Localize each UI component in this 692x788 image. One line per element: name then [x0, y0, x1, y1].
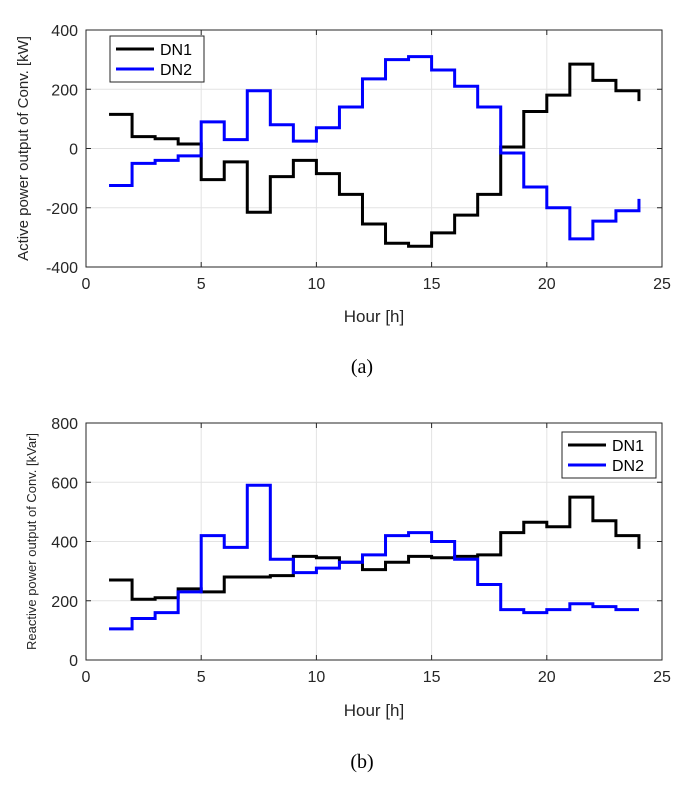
x-tick-label: 20: [538, 669, 556, 686]
chart-2: 0 5 10 15 20 25 0 200 400 600 800 Hour [h] Reactive …: [24, 416, 671, 773]
series-line-dn1: [109, 62, 641, 248]
x-tick-label: 25: [653, 669, 671, 686]
legend-label-dn2: DN2: [160, 62, 192, 79]
y-tick-label: 0: [69, 653, 78, 670]
legend-label-dn1: DN1: [160, 42, 192, 59]
x-tick-label: 15: [423, 669, 441, 686]
series-line-dn2: [109, 55, 641, 241]
x-tick-label: 20: [538, 276, 556, 293]
x-tick-label: 0: [82, 669, 91, 686]
y-tick-label: 200: [51, 82, 78, 99]
x-tick-label: 0: [82, 276, 91, 293]
x-tick-label: 10: [308, 276, 326, 293]
legend-box: [561, 431, 657, 479]
y-tick-label: -400: [46, 260, 78, 277]
x-tick-label: 5: [197, 669, 206, 686]
chart-1: 0 5 10 15 20 25 -400 -200 0 200 400 Hour [h] Active …: [15, 23, 671, 378]
legend-box: [109, 35, 205, 83]
y-tick-label: 0: [69, 142, 78, 159]
figure-caption: (a): [351, 356, 373, 378]
x-tick-label: 10: [308, 669, 326, 686]
y-tick-label: -200: [46, 201, 78, 218]
legend-label-dn1: DN1: [612, 438, 644, 455]
y-tick-label: 800: [51, 416, 78, 433]
x-axis-label: Hour [h]: [344, 307, 404, 326]
x-tick-label: 5: [197, 276, 206, 293]
x-tick-label: 15: [423, 276, 441, 293]
y-tick-label: 200: [51, 594, 78, 611]
y-tick-label: 600: [51, 475, 78, 492]
legend-label-dn2: DN2: [612, 458, 644, 475]
x-axis-label: Hour [h]: [344, 701, 404, 720]
series-line-dn2: [109, 483, 639, 631]
y-tick-label: 400: [51, 535, 78, 552]
figure-caption: (b): [350, 751, 373, 773]
x-tick-label: 25: [653, 276, 671, 293]
y-axis-label: Active power output of Conv. [kW]: [15, 36, 32, 261]
y-tick-label: 400: [51, 23, 78, 40]
y-axis-label: Reactive power output of Conv. [kVar]: [24, 433, 39, 650]
